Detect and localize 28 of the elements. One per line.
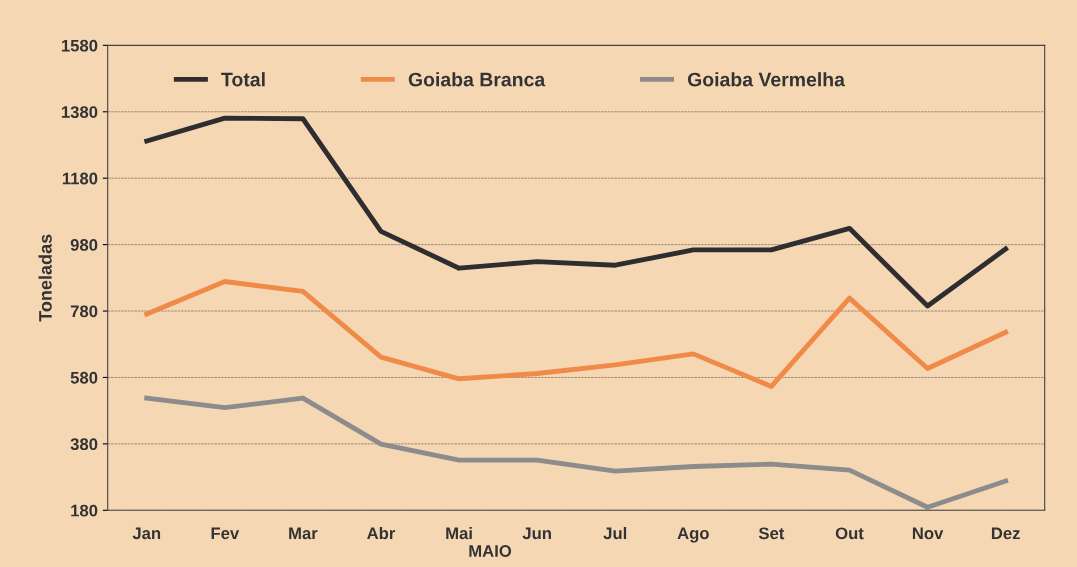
x-tick-label: Mar (289, 527, 318, 540)
y-tick-label: 780 (70, 305, 98, 318)
x-tick-label: Dez (991, 527, 1020, 540)
text: MAIO (469, 545, 512, 557)
x-tick-label: Nov (912, 527, 944, 540)
x-tick-label: Jul (603, 526, 627, 540)
y-tick-label: 1580 (61, 39, 98, 52)
legend-label: Goiaba Branca (408, 72, 546, 87)
y-tick-label: 980 (70, 239, 98, 251)
x-tick-label: Mai (446, 526, 472, 540)
y-tick-label: 1380 (61, 106, 98, 119)
line-series (144, 279, 1009, 389)
y-tick-label: 580 (70, 371, 98, 384)
x-tick-label: Abr (367, 526, 396, 540)
y-tick-label: 380 (70, 438, 98, 451)
y-tick-label: 180 (71, 504, 98, 517)
line-series (144, 395, 1009, 510)
x-tick-label: Set (758, 527, 785, 540)
line-series (144, 115, 1009, 309)
x-tick-label: Fev (211, 527, 240, 540)
x-tick-label: Jun (522, 527, 551, 540)
x-tick-label: Jan (132, 527, 161, 540)
x-tick-label: Out (835, 527, 864, 540)
legend-label: Goiaba Vermelha (687, 72, 846, 87)
legend-label: Total (221, 72, 265, 87)
y-axis-title: Toneladas (38, 234, 52, 322)
x-tick-label: Ago (677, 527, 709, 543)
y-tick-label: 1180 (62, 172, 98, 185)
